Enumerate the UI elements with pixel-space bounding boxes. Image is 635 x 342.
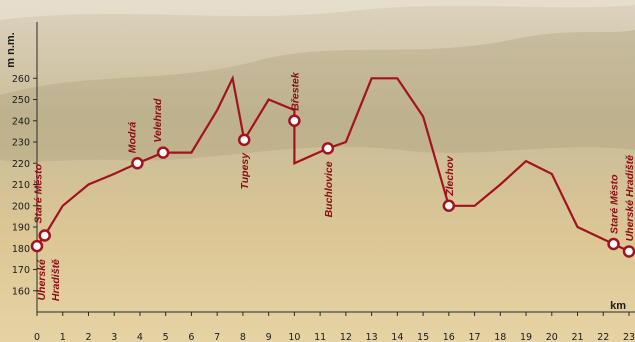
- label-zlechov: Zlechov: [444, 155, 456, 197]
- y-tick-label: 220: [12, 159, 30, 170]
- y-tick-label: 240: [12, 116, 30, 127]
- landscape-decoration: [0, 30, 635, 162]
- x-tick-label: 22: [597, 332, 609, 342]
- y-tick-group: 160 170 180 190 200 210 220 230 240 250 260: [12, 74, 37, 297]
- x-tick-label: 3: [111, 332, 117, 342]
- y-axis-title: m n.m.: [5, 32, 17, 67]
- elevation-line: [36, 74, 630, 253]
- label-modra: Modrá: [126, 122, 138, 154]
- y-tick-label: 260: [12, 74, 30, 85]
- y-tick-label: 250: [12, 95, 30, 106]
- x-tick-label: 5: [163, 332, 169, 342]
- place-marker: [442, 199, 456, 212]
- y-tick-label: 180: [12, 244, 30, 255]
- x-tick-label: 15: [417, 332, 429, 342]
- x-tick-label: 9: [266, 332, 272, 342]
- x-tick-label: 18: [494, 332, 506, 342]
- y-tick-label: 160: [12, 286, 30, 297]
- place-labels: Uherské Hradiště Staré Město Modrá Velehrad T…: [33, 71, 635, 301]
- place-marker: [321, 142, 335, 155]
- label-uherske-hradiste-end: Uherské Hradiště: [624, 155, 635, 242]
- label-brestek: Břestek: [289, 71, 301, 111]
- label-stare-mesto-end: Staré Město: [609, 174, 621, 234]
- x-tick-label: 6: [188, 332, 194, 342]
- x-tick-label: 13: [366, 332, 378, 342]
- place-marker: [288, 114, 301, 127]
- x-tick-label: 14: [391, 332, 403, 342]
- place-marker: [30, 239, 44, 253]
- y-tick-label: 200: [12, 201, 30, 212]
- x-tick-label: 12: [340, 332, 352, 342]
- x-tick-label: 8: [240, 332, 246, 342]
- place-marker: [156, 146, 170, 159]
- x-tick-label: 4: [137, 332, 143, 342]
- y-tick-label: 170: [12, 265, 30, 276]
- x-tick-label: 1: [60, 332, 66, 342]
- y-tick-label: 230: [12, 138, 30, 149]
- sky-decoration: [0, 0, 635, 20]
- x-tick-label: 17: [469, 332, 481, 342]
- x-tick-group: 0 1 2 3 4 5 6 7 8 9 10 11 12 13 14 15 16 17 18 19 20 21 22 23: [34, 312, 635, 342]
- x-tick-label: 7: [214, 332, 220, 342]
- place-marker: [131, 157, 144, 170]
- x-tick-label: 10: [288, 332, 300, 342]
- place-marker: [622, 245, 635, 258]
- place-marker: [607, 237, 620, 251]
- y-tick-label: 190: [12, 223, 30, 234]
- label-uherske-hradiste-start: Uherské Hradiště: [36, 259, 62, 301]
- y-tick-label: 210: [12, 180, 30, 191]
- place-marker: [237, 133, 251, 147]
- x-tick-label: 23: [623, 332, 635, 342]
- label-stare-mesto-start: Staré Město: [33, 163, 45, 223]
- place-marker: [38, 229, 51, 242]
- label-velehrad: Velehrad: [152, 98, 164, 143]
- x-tick-label: 16: [443, 332, 455, 342]
- label-buchlovice: Buchlovice: [323, 161, 335, 217]
- label-tupesy: Tupesy: [239, 152, 251, 190]
- x-tick-label: 2: [85, 332, 91, 342]
- place-markers: [30, 114, 635, 258]
- x-tick-label: 20: [546, 332, 558, 342]
- x-tick-label: 0: [34, 332, 40, 342]
- x-axis-title: km: [610, 300, 626, 312]
- x-tick-label: 19: [520, 332, 532, 342]
- x-tick-label: 21: [571, 332, 583, 342]
- x-tick-label: 11: [314, 332, 326, 342]
